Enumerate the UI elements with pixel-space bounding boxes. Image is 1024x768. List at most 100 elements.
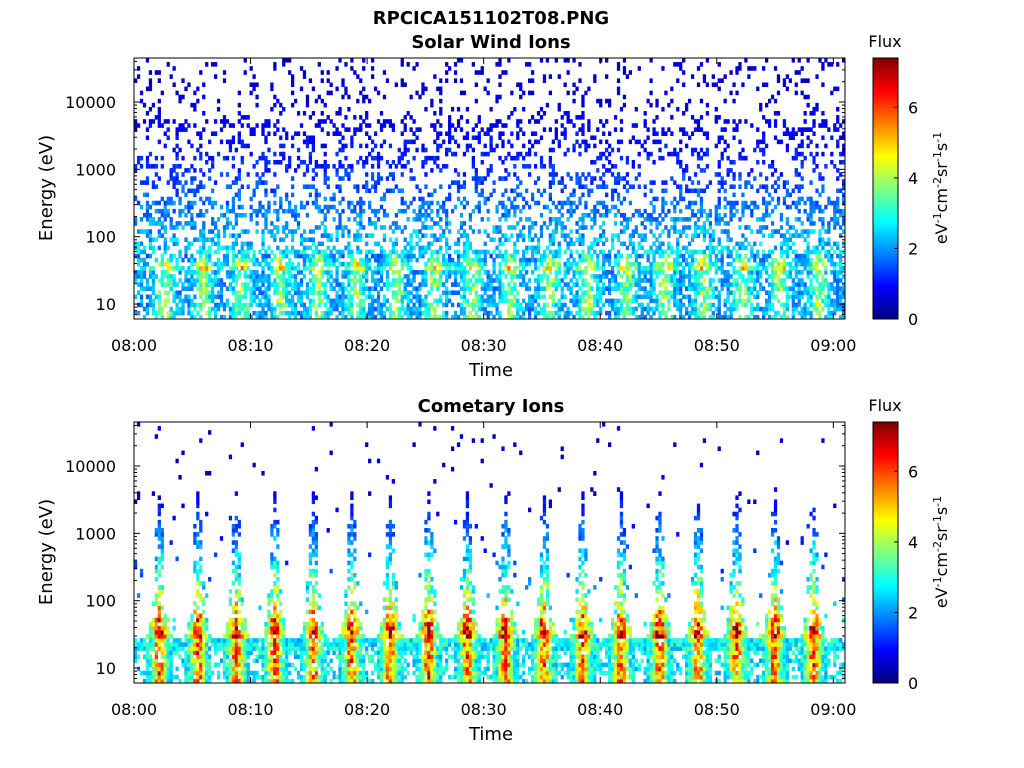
- heatmap-cell: [616, 282, 621, 287]
- heatmap-cell: [569, 204, 573, 210]
- heatmap-cell: [415, 217, 419, 222]
- heatmap-cell: [622, 225, 627, 230]
- heatmap-cell: [765, 184, 769, 189]
- heatmap-cell: [285, 245, 289, 251]
- heatmap-cell: [365, 294, 369, 300]
- heatmap-cell: [471, 306, 475, 312]
- heatmap-cell: [163, 200, 167, 206]
- heatmap-cell: [735, 257, 739, 263]
- heatmap-cell: [661, 241, 665, 247]
- heatmap-cell: [776, 200, 781, 206]
- heatmap-cell: [264, 221, 268, 226]
- heatmap-cell: [516, 233, 520, 238]
- heatmap-cell: [282, 208, 286, 214]
- heatmap-cell: [151, 221, 156, 226]
- heatmap-cell: [439, 78, 443, 83]
- heatmap-cell: [800, 253, 804, 259]
- heatmap-cell: [513, 164, 517, 169]
- heatmap-cell: [305, 184, 310, 189]
- heatmap-cell: [584, 147, 588, 153]
- heatmap-cell: [498, 274, 502, 279]
- heatmap-cell: [172, 282, 176, 287]
- heatmap-cell: [240, 212, 244, 218]
- heatmap-cell: [776, 261, 781, 267]
- heatmap-cell: [711, 261, 715, 267]
- heatmap-cell: [501, 200, 505, 206]
- heatmap-cell: [717, 212, 721, 218]
- heatmap-cell: [750, 168, 754, 173]
- heatmap-cell: [148, 265, 153, 271]
- heatmap-cell: [593, 302, 597, 308]
- heatmap-cell: [474, 204, 478, 210]
- heatmap-cell: [477, 229, 481, 234]
- heatmap-cell: [196, 147, 200, 153]
- heatmap-cell: [705, 306, 710, 312]
- heatmap-cell: [311, 274, 316, 279]
- heatmap-cell: [498, 237, 502, 243]
- heatmap-cell: [548, 217, 553, 222]
- heatmap-cell: [468, 225, 473, 230]
- heatmap-cell: [459, 274, 464, 279]
- heatmap-cell: [628, 278, 632, 283]
- heatmap-cell: [199, 286, 203, 291]
- heatmap-cell: [575, 115, 579, 120]
- heatmap-cell: [682, 168, 686, 173]
- heatmap-cell: [501, 286, 505, 291]
- heatmap-cell: [596, 294, 600, 300]
- heatmap-cell: [252, 188, 256, 194]
- heatmap-cell: [759, 270, 763, 275]
- heatmap-cell: [483, 270, 487, 275]
- heatmap-cell: [726, 249, 730, 255]
- heatmap-cell: [341, 196, 345, 202]
- heatmap-cell: [791, 249, 795, 255]
- heatmap-cell: [273, 278, 277, 283]
- heatmap-cell: [436, 298, 440, 304]
- heatmap-cell: [365, 265, 369, 271]
- heatmap-cell: [403, 261, 407, 267]
- heatmap-cell: [602, 290, 606, 296]
- heatmap-cell: [679, 233, 683, 238]
- heatmap-cell: [699, 168, 704, 173]
- heatmap-cell: [296, 265, 301, 271]
- heatmap-cell: [682, 225, 686, 230]
- heatmap-cell: [495, 94, 499, 100]
- heatmap-cell: [770, 265, 775, 271]
- heatmap-cell: [450, 135, 455, 141]
- heatmap-cell: [480, 257, 484, 263]
- heatmap-cell: [335, 294, 339, 300]
- heatmap-cell: [317, 314, 321, 320]
- heatmap-cell: [205, 290, 209, 296]
- heatmap-cell: [213, 261, 218, 267]
- heatmap-cell: [317, 294, 321, 300]
- heatmap-cell: [735, 123, 739, 128]
- heatmap-cell: [779, 212, 784, 218]
- heatmap-cell: [717, 302, 721, 308]
- heatmap-cell: [456, 188, 461, 194]
- heatmap-cell: [762, 265, 766, 271]
- heatmap-cell: [347, 94, 351, 100]
- heatmap-cell: [190, 200, 194, 206]
- heatmap-cell: [533, 139, 538, 145]
- heatmap-cell: [593, 204, 597, 210]
- heatmap-cell: [726, 168, 730, 173]
- heatmap-cell: [599, 298, 603, 304]
- heatmap-cell: [765, 257, 769, 263]
- heatmap-cell: [237, 274, 241, 279]
- heatmap-cell: [430, 102, 434, 108]
- heatmap-cell: [317, 119, 321, 124]
- heatmap-cell: [516, 131, 520, 136]
- heatmap-cell: [376, 290, 381, 296]
- heatmap-cell: [394, 294, 398, 300]
- heatmap-cell: [693, 119, 698, 124]
- heatmap-cell: [658, 245, 662, 251]
- heatmap-cell: [492, 188, 496, 194]
- heatmap-cell: [747, 172, 751, 177]
- heatmap-cell: [791, 282, 795, 287]
- heatmap-cell: [308, 302, 313, 308]
- heatmap-cell: [554, 172, 558, 177]
- heatmap-cell: [498, 94, 502, 100]
- heatmap-cell: [264, 212, 268, 218]
- heatmap-cell: [311, 237, 316, 243]
- heatmap-cell: [222, 282, 227, 287]
- heatmap-cell: [258, 290, 262, 296]
